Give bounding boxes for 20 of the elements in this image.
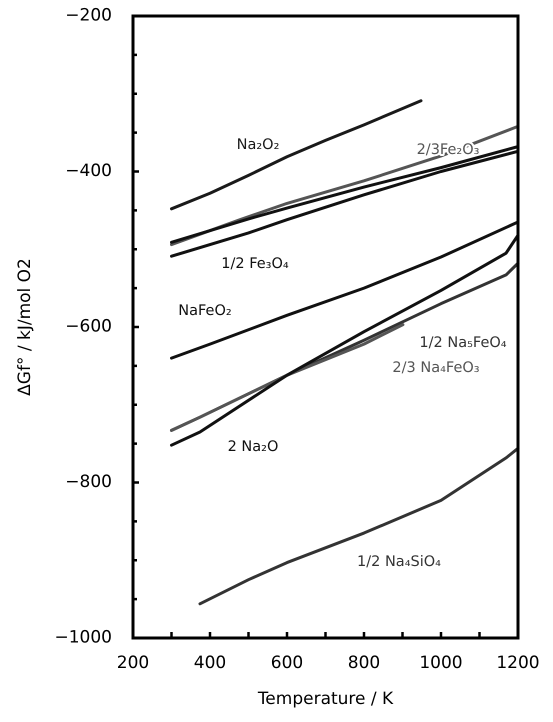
y-tick-label: −600 (65, 316, 112, 337)
y-tick-label: −800 (65, 472, 112, 492)
series-label: 2/3 Na₄FeO₃ (392, 360, 480, 376)
series-label: 1/2 Na₄SiO₄ (357, 554, 442, 570)
x-tick-label: 800 (348, 653, 380, 673)
x-tick-label: 1000 (419, 653, 463, 673)
y-tick-label: −1000 (54, 628, 112, 648)
y-axis-title: ΔGf° / kJ/mol O2 (15, 258, 35, 396)
x-tick-label: 1200 (496, 653, 540, 673)
x-tick-label: 200 (116, 653, 150, 673)
series-label: 1/2 Fe₃O₄ (221, 256, 289, 272)
series-label: NaFeO₂ (178, 302, 232, 319)
series-label: Na₂O₂ (236, 136, 280, 153)
x-tick-label: 400 (194, 653, 226, 673)
y-tick-label: −200 (65, 6, 112, 26)
series-label: 2 Na₂O (228, 438, 278, 455)
y-tick-label: −400 (65, 161, 112, 182)
series-label: 1/2 Na₅FeO₄ (419, 334, 507, 351)
x-axis-title: Temperature / K (256, 689, 394, 709)
x-tick-label: 600 (270, 653, 304, 673)
